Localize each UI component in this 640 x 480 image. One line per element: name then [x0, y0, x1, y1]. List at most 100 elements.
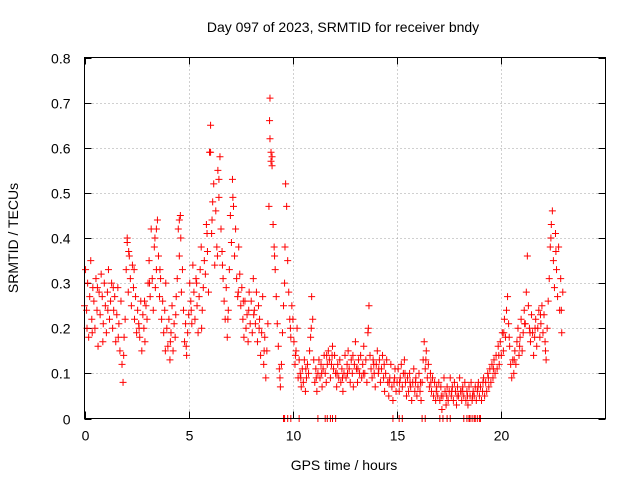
- data-point: [315, 356, 323, 364]
- data-point: [425, 383, 433, 391]
- data-point: [98, 293, 106, 301]
- data-point: [248, 329, 256, 337]
- data-point: [184, 329, 192, 337]
- data-point: [231, 252, 239, 260]
- data-point: [359, 360, 367, 368]
- data-point: [223, 333, 231, 341]
- data-point: [110, 306, 118, 314]
- y-tick-label: 0.3: [51, 276, 71, 292]
- data-point: [547, 234, 555, 242]
- data-point: [232, 225, 240, 233]
- data-point: [162, 279, 170, 287]
- data-point: [192, 275, 200, 283]
- data-point: [488, 360, 496, 368]
- data-point: [458, 387, 466, 395]
- y-tick-label: 0.6: [51, 141, 71, 157]
- data-point: [159, 297, 167, 305]
- data-point: [161, 306, 169, 314]
- data-point: [151, 234, 159, 242]
- data-point: [396, 378, 404, 386]
- data-point: [301, 387, 309, 395]
- data-point: [252, 288, 260, 296]
- data-point: [175, 252, 183, 260]
- data-point: [491, 369, 499, 377]
- data-point: [87, 257, 95, 265]
- data-point: [387, 360, 395, 368]
- data-point: [371, 383, 379, 391]
- data-point: [193, 302, 201, 310]
- data-point: [151, 284, 159, 292]
- data-point: [111, 293, 119, 301]
- data-point: [422, 356, 430, 364]
- data-point: [261, 333, 269, 341]
- data-point: [515, 351, 523, 359]
- data-point: [416, 387, 424, 395]
- data-point: [250, 311, 258, 319]
- data-point: [429, 374, 437, 382]
- data-point: [542, 356, 550, 364]
- data-point: [318, 383, 326, 391]
- data-point: [517, 315, 525, 323]
- data-point: [93, 284, 101, 292]
- data-point: [382, 369, 390, 377]
- data-point: [281, 243, 289, 251]
- data-point: [259, 293, 267, 301]
- data-point: [351, 338, 359, 346]
- data-point: [410, 365, 418, 373]
- y-tick-label: 0.5: [51, 186, 71, 202]
- data-point: [426, 369, 434, 377]
- data-point: [138, 347, 146, 355]
- data-point: [526, 338, 534, 346]
- data-point: [346, 378, 354, 386]
- data-point: [422, 347, 430, 355]
- x-axis-ticks: 0 5 10 15 20: [82, 57, 510, 444]
- data-point: [343, 360, 351, 368]
- data-point: [375, 365, 383, 373]
- data-point: [302, 365, 310, 373]
- data-point: [106, 315, 114, 323]
- data-point: [551, 229, 559, 237]
- data-point: [448, 387, 456, 395]
- data-point: [203, 248, 211, 256]
- data-point: [91, 324, 99, 332]
- data-point: [194, 329, 202, 337]
- data-point: [510, 369, 518, 377]
- data-point: [359, 369, 367, 377]
- data-point: [312, 365, 320, 373]
- data-point: [299, 378, 307, 386]
- data-point: [141, 338, 149, 346]
- data-point: [255, 302, 263, 310]
- data-point: [499, 347, 507, 355]
- data-point: [288, 302, 296, 310]
- data-point: [103, 288, 111, 296]
- data-point: [385, 378, 393, 386]
- data-point: [156, 293, 164, 301]
- data-point: [82, 266, 90, 274]
- data-point: [338, 374, 346, 382]
- x-tick-label: 20: [494, 428, 510, 444]
- data-point: [535, 306, 543, 314]
- data-point: [84, 279, 92, 287]
- data-point: [156, 266, 164, 274]
- data-point: [503, 306, 511, 314]
- data-point: [95, 288, 103, 296]
- data-point: [224, 306, 232, 314]
- data-point: [176, 211, 184, 219]
- data-point: [500, 315, 508, 323]
- data-point: [125, 248, 133, 256]
- data-point: [134, 306, 142, 314]
- data-point: [312, 374, 320, 382]
- data-point: [297, 374, 305, 382]
- data-point: [109, 324, 117, 332]
- data-point: [174, 225, 182, 233]
- data-point: [405, 387, 413, 395]
- data-point: [258, 329, 266, 337]
- data-point: [178, 266, 186, 274]
- data-point: [354, 365, 362, 373]
- data-point: [317, 360, 325, 368]
- data-point: [528, 311, 536, 319]
- y-tick-label: 0.7: [51, 96, 71, 112]
- data-point: [305, 369, 313, 377]
- data-point: [394, 365, 402, 373]
- y-axis-label: SRMTID / TECUs: [5, 183, 21, 293]
